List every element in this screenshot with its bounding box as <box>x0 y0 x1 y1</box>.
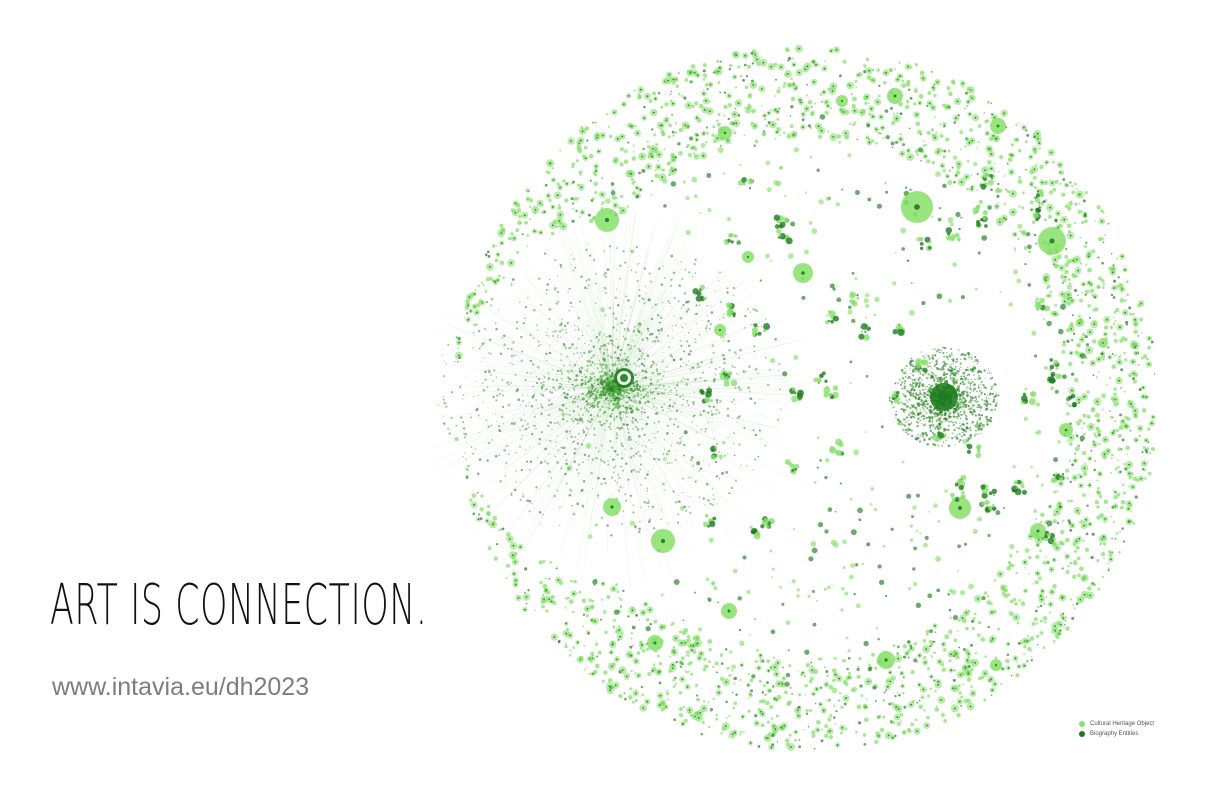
legend-label: Biography Entities <box>1090 731 1139 737</box>
legend: Cultural Heritage Object Biography Entit… <box>1079 719 1154 739</box>
network-graph <box>432 44 1156 751</box>
legend-label: Cultural Heritage Object <box>1090 721 1155 727</box>
headline: ART IS CONNECTION. <box>50 573 428 638</box>
legend-dot-light-green-icon <box>1079 721 1085 727</box>
website-url: www.intavia.eu/dh2023 <box>52 673 310 701</box>
legend-item-cultural-heritage: Cultural Heritage Object <box>1079 719 1154 729</box>
legend-item-biography: Biography Entities <box>1079 729 1154 739</box>
legend-dot-dark-green-icon <box>1079 731 1085 737</box>
